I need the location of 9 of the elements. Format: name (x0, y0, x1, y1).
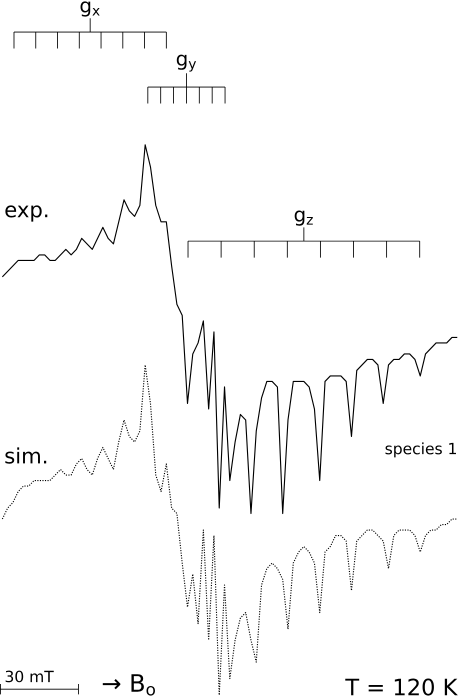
annotation: species 1 (386, 442, 456, 458)
annotation: T = 120 K (345, 678, 458, 696)
annotation: 30 mT (6, 670, 54, 682)
annotation: → B$_{o}$ (102, 674, 156, 696)
text: g$_{y}$ (176, 54, 196, 72)
text: g$_{x}$ (80, 1, 100, 17)
series-label: sim. (5, 447, 46, 464)
annotation: g$_{z}$ (294, 210, 313, 226)
series-label: exp. (5, 205, 48, 222)
